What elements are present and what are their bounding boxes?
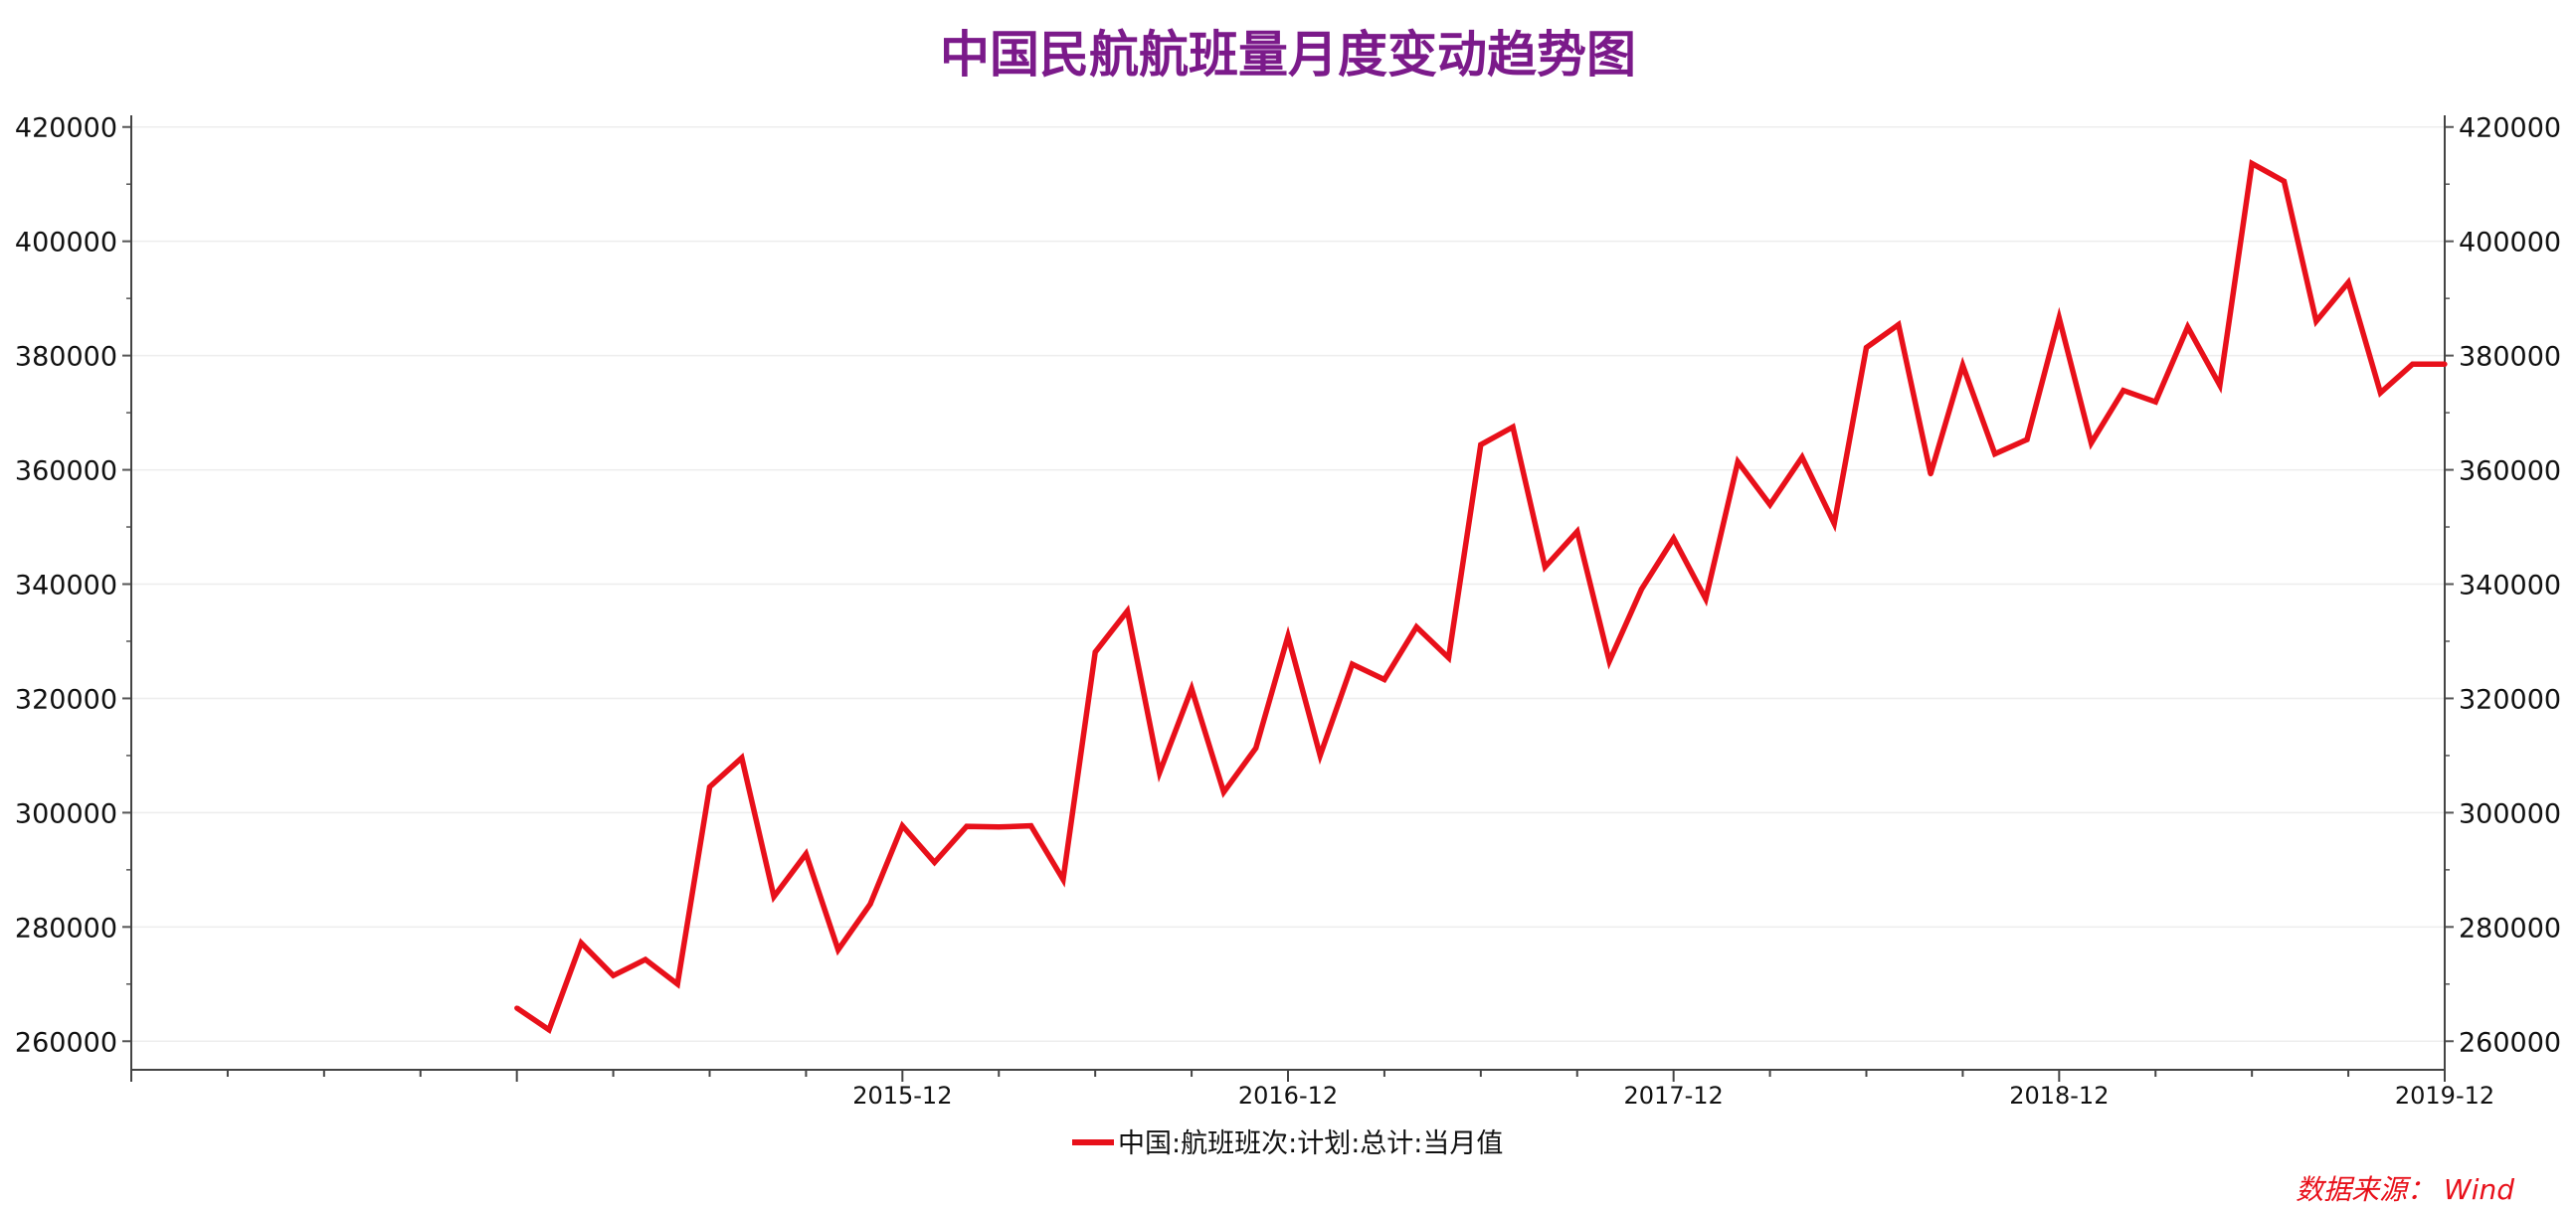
data-point: [2217, 382, 2223, 389]
data-point: [1189, 686, 1195, 692]
series-line: [515, 159, 2445, 1035]
y-tick-label-left: 400000: [15, 228, 117, 259]
data-point: [610, 972, 617, 978]
data-point: [2120, 388, 2126, 394]
y-tick-label-right: 320000: [2459, 684, 2561, 715]
data-point: [1285, 633, 1291, 639]
y-tick-label-right: 380000: [2459, 342, 2561, 373]
y-tick-label-left: 380000: [15, 342, 117, 373]
x-tick-label: 2018-12: [2009, 1082, 2109, 1110]
data-point: [1574, 529, 1580, 535]
data-source: 数据来源： Wind: [2296, 1173, 2514, 1206]
data-point: [1060, 877, 1066, 883]
data-point: [1317, 753, 1323, 759]
data-point: [1638, 587, 1644, 593]
data-point: [674, 981, 680, 987]
data-point: [2184, 324, 2191, 330]
data-point: [2056, 315, 2062, 321]
data-point: [2442, 361, 2448, 367]
y-tick-label-right: 280000: [2459, 913, 2561, 944]
data-point: [996, 824, 1002, 830]
legend-label: 中国:航班班次:计划:总计:当月值: [1118, 1128, 1503, 1159]
tick-labels: 260000 260000 280000 280000 300000 300000 3200…: [15, 113, 2561, 1110]
data-point: [2410, 361, 2416, 367]
data-point: [2345, 279, 2351, 285]
x-tick-label: 2017-12: [1624, 1082, 1724, 1110]
y-tick-label-right: 400000: [2459, 228, 2561, 259]
data-point: [2024, 436, 2030, 442]
x-tick-label: 2016-12: [1238, 1082, 1338, 1110]
data-point: [899, 823, 905, 829]
data-point: [1542, 564, 1549, 570]
data-point: [546, 1027, 552, 1033]
series-group: [514, 159, 2448, 1035]
data-point: [514, 1005, 520, 1011]
data-point: [1510, 424, 1516, 431]
data-point: [1478, 441, 1484, 447]
legend: 中国:航班班次:计划:总计:当月值: [1072, 1128, 1503, 1159]
data-point: [1253, 745, 1259, 752]
data-point: [1799, 454, 1805, 460]
data-point: [1703, 596, 1709, 603]
data-point: [1992, 450, 1998, 457]
data-point: [2249, 160, 2255, 167]
y-tick-label-right: 340000: [2459, 571, 2561, 602]
y-tick-label-left: 340000: [15, 571, 117, 602]
y-tick-label-right: 360000: [2459, 456, 2561, 487]
data-point: [803, 851, 810, 857]
y-tick-label-left: 260000: [15, 1027, 117, 1058]
data-point: [1896, 321, 1902, 328]
data-point: [964, 823, 970, 829]
data-point: [1445, 655, 1452, 661]
data-point: [1220, 789, 1226, 795]
data-point: [1124, 607, 1131, 614]
data-point: [2089, 439, 2095, 446]
grid-lines: [131, 125, 2445, 1043]
data-point: [1671, 535, 1677, 542]
data-point: [1350, 661, 1356, 667]
y-tick-label-right: 300000: [2459, 798, 2561, 829]
data-point: [1959, 362, 1966, 368]
data-point: [1092, 649, 1098, 655]
data-point: [1766, 502, 1773, 508]
x-tick-label: 2019-12: [2395, 1082, 2494, 1110]
data-point: [2281, 178, 2288, 184]
data-point: [1381, 676, 1387, 683]
data-point: [1027, 823, 1034, 829]
data-point: [2377, 390, 2383, 396]
y-tick-label-left: 280000: [15, 913, 117, 944]
data-point: [2313, 318, 2319, 324]
data-point: [643, 956, 648, 962]
data-point: [867, 901, 873, 907]
y-tick-label-left: 300000: [15, 798, 117, 829]
data-point: [1863, 344, 1870, 351]
data-point: [706, 783, 713, 790]
x-tick-label: 2015-12: [852, 1082, 952, 1110]
data-point: [932, 859, 938, 865]
data-point: [1928, 470, 1933, 477]
data-point: [1413, 624, 1419, 630]
data-point: [771, 894, 777, 900]
data-point: [1735, 458, 1741, 465]
y-tick-label-right: 420000: [2459, 113, 2561, 144]
axes: [122, 115, 2454, 1082]
data-point: [1157, 770, 1163, 776]
data-point: [835, 947, 841, 952]
y-tick-label-left: 360000: [15, 456, 117, 487]
y-tick-label-right: 260000: [2459, 1027, 2561, 1058]
data-point: [578, 940, 584, 947]
y-tick-label-left: 320000: [15, 684, 117, 715]
data-point: [1831, 520, 1837, 527]
chart-title: 中国民航航班量月度变动趋势图: [940, 26, 1636, 84]
data-point: [1606, 658, 1612, 664]
y-tick-label-left: 420000: [15, 113, 117, 144]
data-point: [739, 755, 745, 761]
data-point: [2152, 399, 2158, 405]
